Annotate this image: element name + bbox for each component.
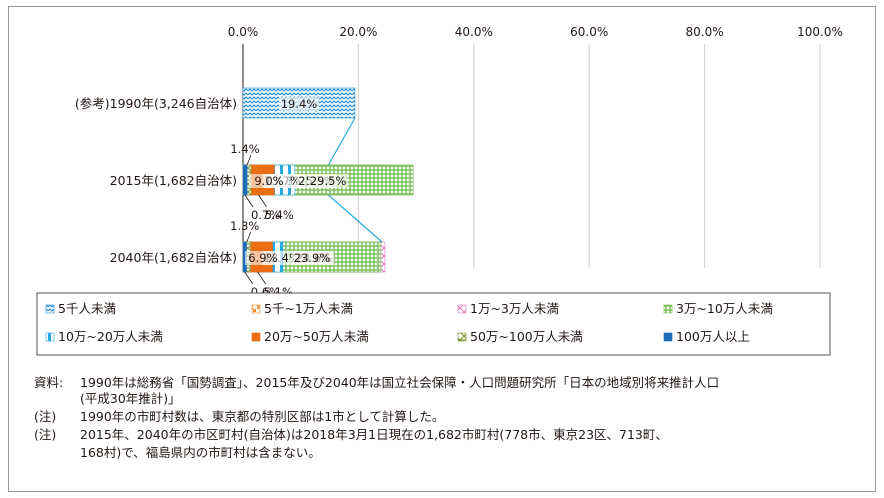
note-head: (注) xyxy=(34,427,57,442)
data-label-bg xyxy=(245,251,281,265)
legend-label: 20万~50万人未満 xyxy=(264,329,369,344)
x-tick-label: 80.0% xyxy=(686,25,724,39)
figure-frame xyxy=(8,6,876,492)
connector-line xyxy=(327,117,356,166)
note-line-3: (注) 1990年の市町村数は、東京都の特別区部は1市として計算した。 xyxy=(34,409,444,425)
note-text: 2015年、2040年の市区町村(自治体)は2018年3月1日現在の1,682市… xyxy=(80,427,668,442)
legend-swatch xyxy=(45,332,55,342)
x-axis-ticks: 0.0% 20.0% 40.0% 60.0% 80.0% 100.0% xyxy=(228,25,843,39)
leader-line xyxy=(246,154,252,166)
category-labels: (参考)1990年(3,246自治体) 2015年(1,682自治体) 2040年(… xyxy=(75,96,237,265)
data-label: 0.7% xyxy=(251,208,280,222)
note-text: 1990年は総務省「国勢調査」、2015年及び2040年は国立社会保障・人口問題… xyxy=(80,375,720,390)
legend-swatch xyxy=(251,332,261,342)
data-label-bg xyxy=(248,174,289,188)
legend-label: 100万人以上 xyxy=(676,329,750,344)
legend-label: 50万~100万人未満 xyxy=(470,329,583,344)
data-label: 1.4% xyxy=(230,142,259,156)
data-label: 23.9% xyxy=(294,251,331,265)
note-line-5: 168村)で、福島県内の市町村は含まない。 xyxy=(34,445,321,461)
data-label-bg xyxy=(278,97,319,111)
note-text: (平成30年推計)」 xyxy=(80,391,181,406)
legend: 5千人未満 5千~1万人未満 1万~3万人未満 3万~10万人未満 10万~20万人未満… xyxy=(36,292,831,356)
legend-label: 10万~20万人未満 xyxy=(58,329,163,344)
connector-lines xyxy=(327,117,383,243)
data-label: 1.3% xyxy=(230,219,259,233)
note-text: 168村)で、福島県内の市町村は含まない。 xyxy=(80,445,321,460)
data-label: 6.9% xyxy=(248,251,277,265)
legend-label: 1万~3万人未満 xyxy=(470,301,559,316)
x-tick-label: 20.0% xyxy=(339,25,377,39)
legend-box xyxy=(36,292,831,356)
data-label: 9.0% xyxy=(254,174,283,188)
leader-line xyxy=(246,231,252,243)
data-label-bg xyxy=(291,251,332,265)
legend-label: 5千人未満 xyxy=(58,301,116,316)
legend-label: 3万~10万人未満 xyxy=(676,301,773,316)
leader-line xyxy=(257,271,267,285)
leader-line xyxy=(258,194,267,208)
leader-line xyxy=(244,271,254,285)
note-head: (注) xyxy=(34,409,57,424)
leader-line xyxy=(244,194,254,208)
note-head: 資料: xyxy=(34,375,64,390)
note-line-2: (平成30年推計)」 xyxy=(34,391,181,407)
category-label: 2015年(1,682自治体) xyxy=(110,173,237,188)
note-line-1: 資料: 1990年は総務省「国勢調査」、2015年及び2040年は国立社会保障・人… xyxy=(34,375,719,391)
gridlines xyxy=(242,44,821,268)
data-label: 29.5% xyxy=(310,174,347,188)
x-tick-label: 0.0% xyxy=(228,25,259,39)
legend-swatch xyxy=(251,304,261,314)
data-label-bg xyxy=(308,174,349,188)
legend-swatch xyxy=(457,332,467,342)
bar-segment xyxy=(242,164,248,196)
category-label: 2040年(1,682自治体) xyxy=(110,250,237,265)
legend-label: 5千~1万人未満 xyxy=(264,301,353,316)
note-line-4: (注) 2015年、2040年の市区町村(自治体)は2018年3月1日現在の1,6… xyxy=(34,427,668,443)
x-tick-label: 40.0% xyxy=(455,25,493,39)
data-label: 19.4% xyxy=(281,97,318,111)
x-tick-label: 100.0% xyxy=(797,25,843,39)
legend-swatch xyxy=(457,304,467,314)
legend-swatch xyxy=(663,304,673,314)
connector-line xyxy=(328,194,383,243)
note-text: 1990年の市町村数は、東京都の特別区部は1市として計算した。 xyxy=(80,409,445,424)
legend-swatch xyxy=(663,332,673,342)
data-label: 5.4% xyxy=(265,208,294,222)
x-tick-label: 60.0% xyxy=(570,25,608,39)
legend-swatch xyxy=(45,304,55,314)
category-label: (参考)1990年(3,246自治体) xyxy=(75,96,237,111)
